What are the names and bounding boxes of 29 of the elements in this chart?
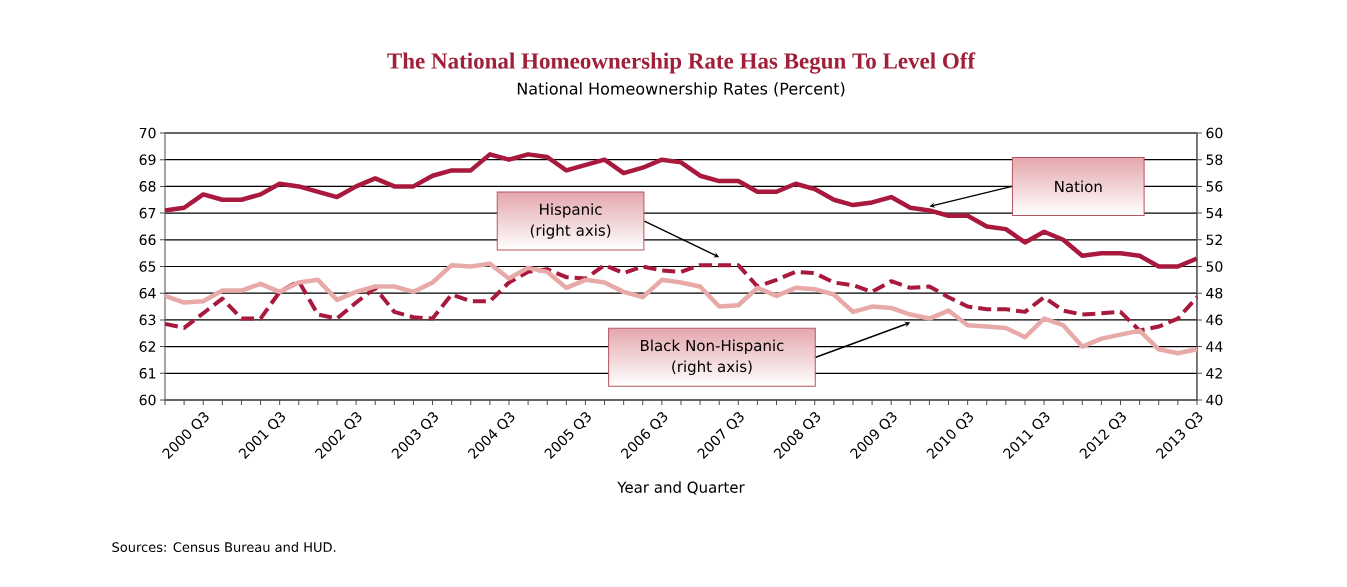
y2-tick-label: 50 (1206, 261, 1223, 272)
x-axis-title: Year and Quarter (617, 481, 745, 495)
chart-subtitle: National Homeownership Rates (Percent) (517, 82, 845, 98)
y2-tick-label: 42 (1206, 368, 1222, 379)
y2-tick-label: 46 (1206, 314, 1223, 326)
y2-tick-label: 48 (1206, 287, 1223, 299)
y-tick-label: 62 (139, 341, 156, 352)
text: Nation (1055, 180, 1102, 193)
y-tick-label: 60 (139, 394, 156, 406)
y2-tick-label: 52 (1206, 234, 1222, 246)
y2-tick-label: 56 (1206, 181, 1223, 192)
y2-tick-label: 54 (1206, 207, 1223, 219)
y2-tick-label: 44 (1206, 341, 1223, 352)
source-note: Sources: Census Bureau and HUD. (112, 541, 336, 553)
y-tick-label: 65 (139, 261, 156, 272)
y-tick-label: 67 (139, 207, 156, 219)
y-tick-label: 68 (139, 181, 156, 192)
y2-tick-label: 60 (1206, 127, 1223, 139)
y-tick-label: 61 (139, 368, 156, 379)
y-tick-label: 70 (139, 127, 156, 139)
chart-title: The National Homeownership Rate Has Begun To Level Off (387, 52, 976, 74)
y-tick-label: 64 (139, 287, 156, 299)
y-tick-label: 69 (139, 154, 156, 165)
y2-tick-label: 58 (1206, 154, 1223, 165)
text: Black Non-Hispanic (right axis) (641, 339, 784, 376)
y2-tick-label: 40 (1206, 394, 1223, 406)
y-tick-label: 66 (139, 234, 156, 246)
series-label: Hispanic (right axis) (530, 203, 611, 239)
y-tick-label: 63 (139, 314, 156, 326)
